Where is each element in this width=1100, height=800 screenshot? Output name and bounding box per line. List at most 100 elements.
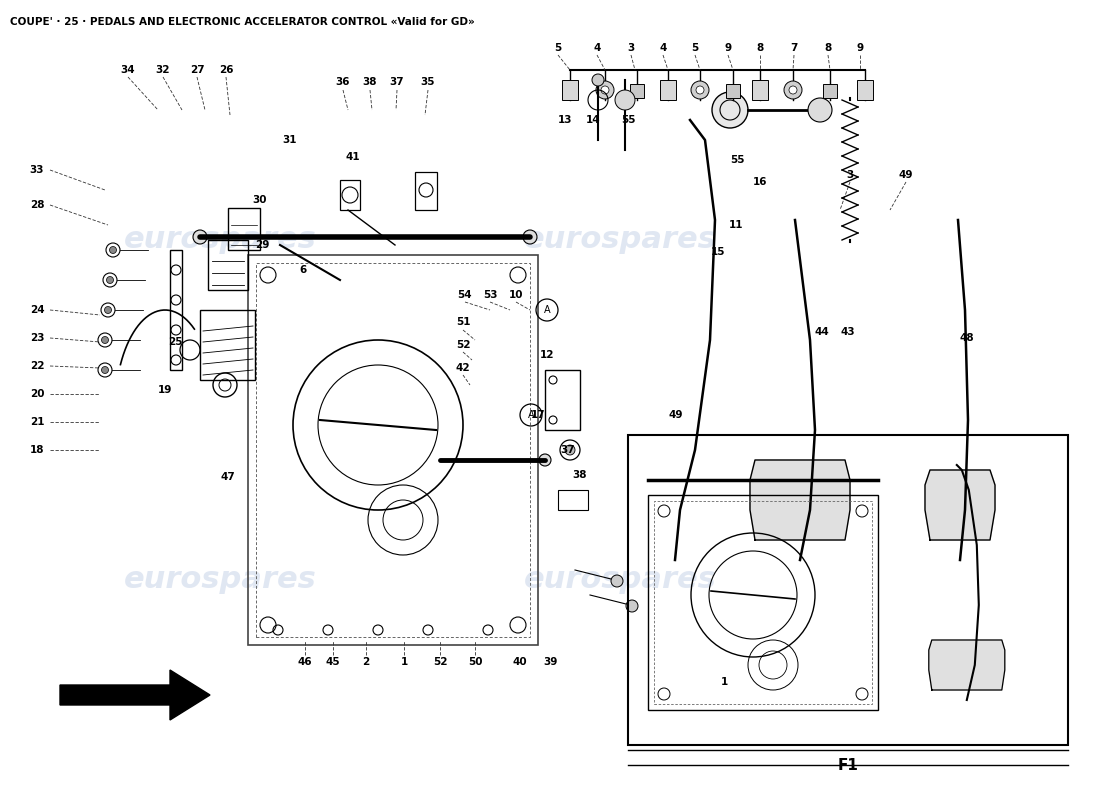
Text: 21: 21: [30, 417, 44, 427]
Bar: [752, 80, 768, 100]
Bar: [630, 84, 644, 98]
Circle shape: [626, 600, 638, 612]
Text: 6: 6: [299, 265, 307, 275]
Circle shape: [101, 337, 109, 343]
Text: 40: 40: [513, 657, 527, 667]
Text: 20: 20: [30, 389, 44, 399]
Bar: [208, 240, 248, 290]
Text: 32: 32: [156, 65, 170, 75]
Text: 44: 44: [815, 327, 829, 337]
Text: 5: 5: [554, 43, 562, 53]
Bar: [648, 495, 878, 710]
Text: 1: 1: [720, 677, 727, 687]
Circle shape: [784, 81, 802, 99]
Text: 3: 3: [627, 43, 635, 53]
Polygon shape: [750, 460, 850, 540]
Text: F1: F1: [837, 758, 858, 773]
Text: 51: 51: [455, 317, 471, 327]
Text: eurospares: eurospares: [123, 226, 317, 254]
Text: 34: 34: [121, 65, 135, 75]
Text: COUPE' · 25 · PEDALS AND ELECTRONIC ACCELERATOR CONTROL «Valid for GD»: COUPE' · 25 · PEDALS AND ELECTRONIC ACCE…: [10, 17, 475, 27]
Text: 29: 29: [255, 240, 270, 250]
Text: 47: 47: [221, 472, 235, 482]
Circle shape: [101, 366, 109, 374]
Bar: [248, 255, 538, 645]
Text: 7: 7: [790, 43, 798, 53]
Text: 43: 43: [840, 327, 856, 337]
Bar: [660, 80, 676, 100]
Bar: [340, 180, 360, 210]
Text: 33: 33: [30, 165, 44, 175]
Text: 30: 30: [253, 195, 267, 205]
Text: 19: 19: [157, 385, 173, 395]
Text: 45: 45: [326, 657, 340, 667]
Text: 55: 55: [729, 155, 745, 165]
Circle shape: [789, 86, 797, 94]
Circle shape: [539, 454, 551, 466]
Text: 24: 24: [30, 305, 44, 315]
Text: 49: 49: [669, 410, 683, 420]
Text: 17: 17: [530, 410, 546, 420]
Circle shape: [192, 230, 207, 244]
Circle shape: [615, 90, 635, 110]
Text: 49: 49: [899, 170, 913, 180]
Circle shape: [107, 277, 113, 283]
Text: 12: 12: [540, 350, 554, 360]
Text: 15: 15: [711, 247, 725, 257]
Bar: [726, 84, 740, 98]
Text: 5: 5: [692, 43, 698, 53]
Text: 10: 10: [508, 290, 524, 300]
Bar: [628, 435, 1068, 745]
Text: A: A: [543, 305, 550, 315]
Text: 14: 14: [585, 115, 601, 125]
Circle shape: [104, 306, 111, 314]
Text: 18: 18: [30, 445, 44, 455]
Text: 38: 38: [363, 77, 377, 87]
Text: 22: 22: [30, 361, 44, 371]
Text: 13: 13: [558, 115, 572, 125]
Circle shape: [601, 86, 609, 94]
Text: 16: 16: [752, 177, 768, 187]
Circle shape: [808, 98, 832, 122]
Text: 27: 27: [189, 65, 205, 75]
Bar: [558, 490, 589, 510]
Text: 42: 42: [455, 363, 471, 373]
Text: 31: 31: [283, 135, 297, 145]
Polygon shape: [928, 640, 1004, 690]
Text: 35: 35: [420, 77, 436, 87]
Text: 28: 28: [30, 200, 44, 210]
Text: 52: 52: [455, 340, 471, 350]
Bar: [256, 263, 530, 637]
Circle shape: [110, 246, 117, 254]
Text: 11: 11: [728, 220, 744, 230]
Text: 2: 2: [362, 657, 370, 667]
Text: 8: 8: [757, 43, 763, 53]
Circle shape: [691, 81, 710, 99]
Text: 1: 1: [400, 657, 408, 667]
Text: eurospares: eurospares: [524, 566, 716, 594]
Text: 39: 39: [542, 657, 558, 667]
Bar: [170, 250, 182, 370]
Text: eurospares: eurospares: [123, 566, 317, 594]
Text: 23: 23: [30, 333, 44, 343]
Polygon shape: [60, 670, 210, 720]
Text: 26: 26: [219, 65, 233, 75]
Text: 25: 25: [167, 337, 183, 347]
Text: 4: 4: [659, 43, 667, 53]
Text: 36: 36: [336, 77, 350, 87]
Polygon shape: [925, 470, 996, 540]
Text: 8: 8: [824, 43, 832, 53]
Text: 50: 50: [468, 657, 482, 667]
Text: 53: 53: [483, 290, 497, 300]
Circle shape: [712, 92, 748, 128]
Bar: [562, 80, 578, 100]
Circle shape: [596, 81, 614, 99]
Text: 55: 55: [620, 115, 636, 125]
Bar: [823, 84, 837, 98]
Bar: [415, 172, 437, 210]
Circle shape: [610, 575, 623, 587]
Bar: [544, 370, 580, 430]
Text: 41: 41: [345, 152, 361, 162]
Text: 54: 54: [458, 290, 472, 300]
Text: 46: 46: [298, 657, 312, 667]
